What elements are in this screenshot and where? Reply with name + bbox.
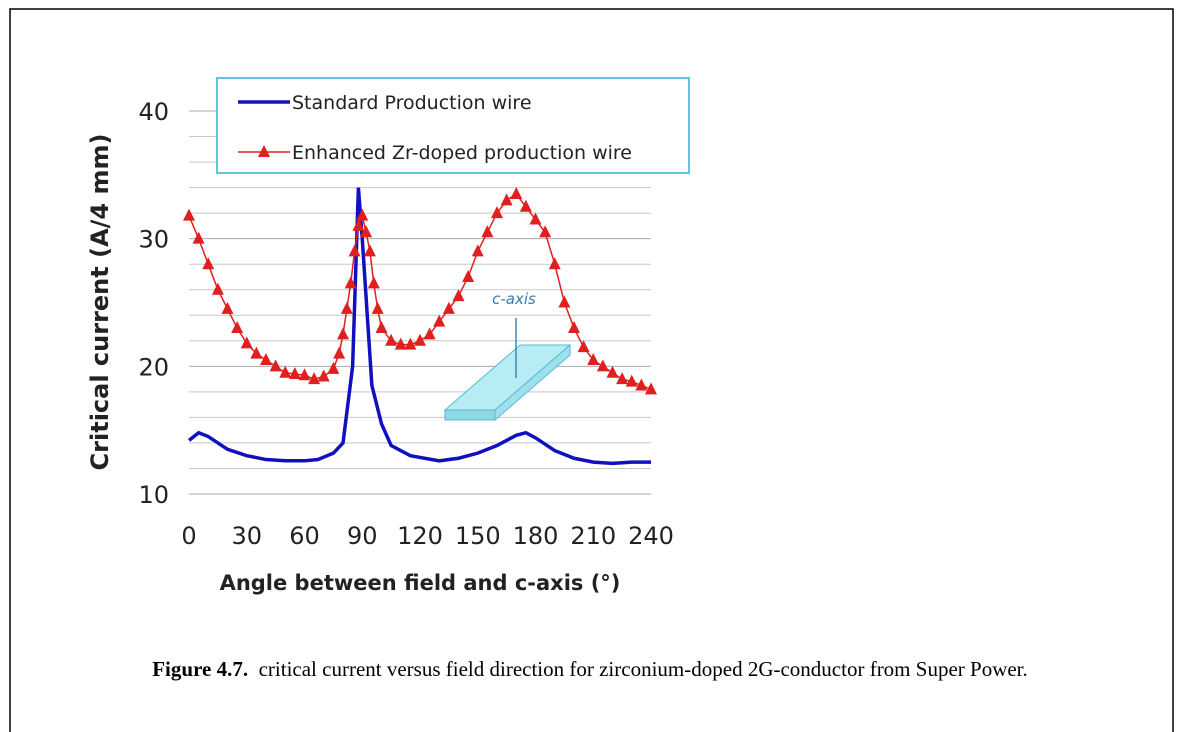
triangle-marker [404,337,417,350]
legend-marker [258,145,270,157]
triangle-marker [250,346,263,359]
caption: Figure 4.7. critical current versus fiel… [60,655,1120,684]
triangle-marker [360,225,373,238]
triangle-marker [596,359,609,372]
triangle-marker [308,372,321,385]
caption-text: critical current versus field direction … [258,657,1028,681]
caption-label: Figure 4.7. [152,657,249,681]
annotation: c-axis [492,290,536,308]
triangle-marker [462,269,475,282]
triangle-marker [510,186,523,199]
figure-frame [9,8,1174,732]
triangle-marker [192,231,205,244]
slab-side [494,343,571,422]
x-tick-label: 240 [628,522,674,550]
triangle-marker [317,369,330,382]
legend-label: Enhanced Zr-doped production wire [292,142,632,164]
x-axis-label: Angle between field and c-axis (°) [220,571,621,595]
triangle-marker [211,282,224,295]
triangle-marker [616,372,629,385]
triangle-marker [352,218,365,231]
triangle-marker [442,301,455,314]
triangle-marker [231,321,244,334]
triangle-marker [298,368,311,381]
triangle-marker [625,374,638,387]
x-tick-label: 90 [347,522,378,550]
triangle-marker [587,352,600,365]
triangle-marker [606,365,619,378]
triangle-marker [568,321,580,334]
triangle-marker [337,327,349,340]
triangle-marker [558,295,571,308]
triangle-marker [500,193,513,206]
y-tick-label: 40 [138,98,169,126]
triangle-marker [348,244,361,257]
triangle-marker [635,378,648,391]
triangle-marker [367,276,380,289]
triangle-marker [202,257,215,270]
triangle-marker [394,337,407,350]
y-axis-label: Critical current (A/4 mm) [86,134,114,471]
triangle-marker [433,314,446,327]
triangle-marker [363,244,376,257]
x-tick-label: 120 [397,522,443,550]
x-tick-label: 180 [513,522,559,550]
legend-box [216,77,690,174]
triangle-marker [529,212,542,225]
triangle-marker [385,333,398,346]
triangle-marker [519,199,532,212]
triangle-marker [183,208,195,221]
triangle-marker [423,327,436,340]
triangle-marker [333,346,346,359]
triangle-marker [288,366,301,379]
legend-label: Standard Production wire [292,92,532,114]
triangle-marker [452,289,465,302]
x-tick-label: 210 [570,522,616,550]
triangle-marker [414,333,426,346]
triangle-marker [327,361,340,374]
triangle-marker [279,365,292,378]
y-tick-label: 20 [138,353,169,381]
triangle-marker [371,301,384,314]
triangle-marker [577,340,590,353]
x-tick-label: 30 [231,522,262,550]
series-line [187,187,651,466]
x-tick-label: 150 [455,522,501,550]
triangle-marker [548,257,561,270]
x-tick-label: 0 [181,522,196,550]
triangle-marker [645,382,657,395]
triangle-marker [260,352,272,365]
y-tick-label: 10 [138,481,169,509]
triangle-marker [356,208,369,221]
x-tick-label: 60 [289,522,320,550]
triangle-marker [269,359,282,372]
y-tick-label: 30 [138,226,169,254]
triangle-marker [539,225,552,238]
triangle-marker [481,225,494,238]
triangle-marker [344,276,357,289]
series-line [188,192,652,391]
triangle-marker [240,336,253,349]
triangle-marker [221,301,234,314]
triangle-marker [375,321,388,334]
triangle-marker [491,206,503,219]
slab-front [444,409,496,421]
triangle-marker [340,301,353,314]
triangle-marker [471,244,484,257]
c-axis-inset: c-axis [443,290,572,422]
